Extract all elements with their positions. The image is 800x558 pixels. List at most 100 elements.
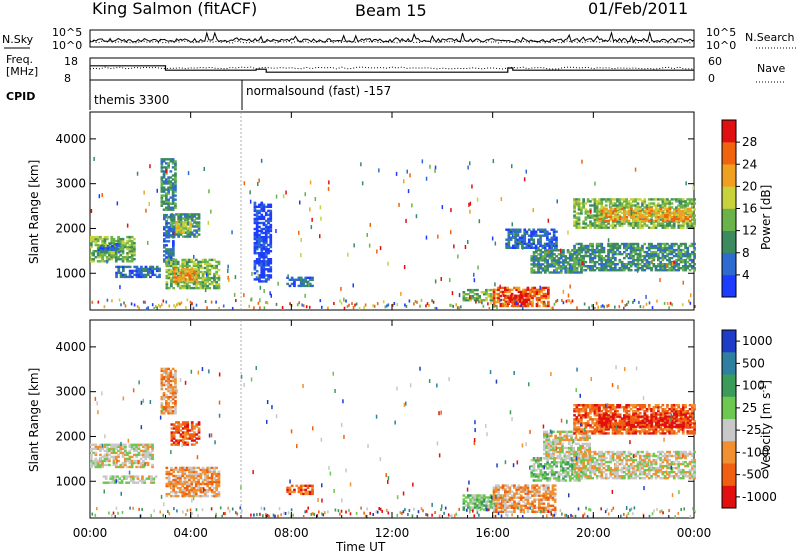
heatmap-cell <box>126 460 129 462</box>
heatmap-cell <box>121 475 124 477</box>
heatmap-cell <box>554 488 557 490</box>
heatmap-cell <box>607 227 610 229</box>
heatmap-cell <box>115 456 118 458</box>
heatmap-cell <box>149 202 151 206</box>
heatmap-cell <box>170 160 173 162</box>
heatmap-cell <box>598 222 601 224</box>
freq-label-line2: [MHz] <box>6 65 38 78</box>
heatmap-cell <box>191 433 194 435</box>
heatmap-cell <box>172 240 175 242</box>
heatmap-cell <box>612 249 615 251</box>
heatmap-cell <box>617 216 620 218</box>
heatmap-cell <box>172 402 175 404</box>
heatmap-cell <box>653 210 656 212</box>
heatmap-cell <box>664 263 667 265</box>
heatmap-cell <box>149 444 152 446</box>
heatmap-cell <box>581 160 583 164</box>
heatmap-cell <box>612 261 615 263</box>
heatmap-cell <box>193 276 196 278</box>
heatmap-cell <box>260 286 262 290</box>
heatmap-cell <box>596 243 599 245</box>
heatmap-cell <box>630 269 633 271</box>
heatmap-cell <box>591 243 594 245</box>
heatmap-cell <box>540 295 543 297</box>
heatmap-cell <box>582 261 584 265</box>
heatmap-cell <box>165 166 168 168</box>
heatmap-cell <box>542 245 545 247</box>
heatmap-cell <box>180 221 183 223</box>
heatmap-cell <box>505 297 508 299</box>
heatmap-cell <box>218 485 221 487</box>
heatmap-cell <box>309 485 312 487</box>
heatmap-cell <box>120 266 123 268</box>
heatmap-cell <box>186 421 189 423</box>
heatmap-cell <box>184 259 187 261</box>
heatmap-cell <box>119 254 122 256</box>
heatmap-cell <box>263 228 266 230</box>
heatmap-cell <box>569 463 572 465</box>
heatmap-cell <box>650 198 653 200</box>
heatmap-cell <box>502 287 505 289</box>
heatmap-cell <box>301 238 303 242</box>
heatmap-cell <box>598 198 601 200</box>
heatmap-cell <box>122 444 125 446</box>
heatmap-cell <box>396 172 398 176</box>
heatmap-cell <box>664 249 667 251</box>
heatmap-cell <box>211 485 214 487</box>
heatmap-cell <box>637 257 639 261</box>
heatmap-cell <box>177 215 180 217</box>
heatmap-cell <box>184 235 187 237</box>
heatmap-cell <box>174 194 177 196</box>
heatmap-cell <box>124 274 127 276</box>
heatmap-cell <box>641 259 644 261</box>
heatmap-cell <box>256 258 259 260</box>
heatmap-cell <box>172 246 175 248</box>
heatmap-cell <box>146 478 149 480</box>
heatmap-cell <box>158 274 161 276</box>
heatmap-cell <box>520 291 523 293</box>
heatmap-cell <box>191 443 194 445</box>
heatmap-cell <box>649 301 651 304</box>
heatmap-cell <box>558 259 561 261</box>
heatmap-cell <box>562 249 565 251</box>
heatmap-cell <box>258 216 261 218</box>
heatmap-cell <box>90 236 93 238</box>
heatmap-cell <box>657 198 660 200</box>
heatmap-cell <box>562 259 565 261</box>
heatmap-cell <box>209 287 212 289</box>
heatmap-cell <box>211 473 214 475</box>
heatmap-cell <box>277 282 279 286</box>
heatmap-cell <box>187 227 190 229</box>
heatmap-cell <box>551 465 554 467</box>
heatmap-cell <box>170 473 173 475</box>
heatmap-cell <box>115 240 118 242</box>
heatmap-cell <box>319 234 321 238</box>
heatmap-cell <box>540 507 543 509</box>
heatmap-cell <box>569 475 572 477</box>
heatmap-cell <box>141 475 144 477</box>
heatmap-cell <box>653 220 656 222</box>
heatmap-cell <box>643 263 646 265</box>
heatmap-cell <box>184 473 187 475</box>
heatmap-cell <box>591 249 594 251</box>
heatmap-cell <box>497 293 500 295</box>
heatmap-cell <box>576 479 579 481</box>
heatmap-cell <box>690 302 692 305</box>
heatmap-cell <box>528 229 531 231</box>
heatmap-cell <box>557 199 559 203</box>
heatmap-cell <box>165 232 168 234</box>
heatmap-cell <box>178 302 180 305</box>
heatmap-cell <box>218 277 221 279</box>
noise-right-tick-top: 10^5 <box>706 26 736 39</box>
heatmap-cell <box>677 204 680 206</box>
heatmap-cell <box>562 467 565 469</box>
heatmap-cell <box>533 511 536 513</box>
heatmap-cell <box>173 231 175 235</box>
heatmap-cell <box>235 275 237 279</box>
heatmap-cell <box>234 293 236 297</box>
heatmap-cell <box>370 223 372 227</box>
heatmap-cell <box>404 265 406 269</box>
heatmap-cell <box>662 202 665 204</box>
heatmap-cell <box>625 304 627 307</box>
heatmap-cell <box>180 429 183 431</box>
